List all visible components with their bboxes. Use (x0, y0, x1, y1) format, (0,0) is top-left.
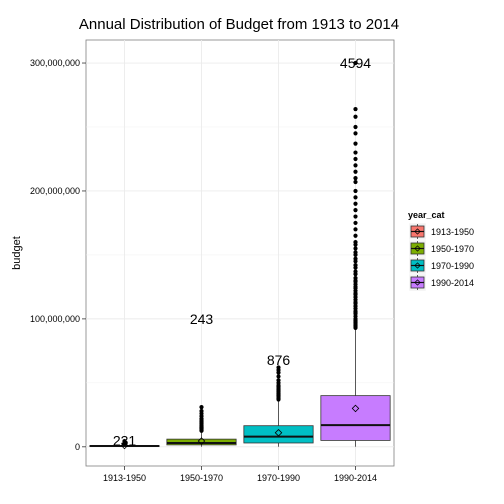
mean-marker (120, 441, 129, 450)
outlier-point (353, 246, 358, 251)
outlier-point (353, 156, 358, 162)
outlier-point (353, 201, 358, 206)
outlier-point (353, 106, 358, 112)
outlier-point (353, 141, 358, 146)
outlier-point (353, 263, 358, 268)
y-tick-label: 300,000,000 (30, 58, 80, 68)
outlier-point (353, 227, 358, 232)
x-tick-label: 1970-1990 (257, 473, 300, 483)
legend-entry-1913-1950: 1913-1950 (408, 222, 474, 241)
y-axis: 0 100,000,000 200,000,000 300,000,000 (30, 58, 86, 452)
outlier-point (353, 208, 358, 213)
outlier-point (353, 269, 358, 274)
outlier-point (353, 150, 358, 155)
outlier-point (353, 176, 358, 181)
outlier-point (276, 378, 281, 383)
outlier-point (353, 195, 358, 200)
count-label: 243 (190, 311, 214, 327)
legend-entry-1950-1970: 1950-1970 (408, 239, 474, 258)
outlier-point (353, 114, 358, 119)
chart-title: Annual Distribution of Budget from 1913 … (79, 16, 399, 33)
count-label: 4594 (340, 55, 371, 71)
outlier-point (353, 240, 358, 245)
outlier-point (353, 275, 358, 281)
legend-entry-1970-1990: 1970-1990 (408, 256, 474, 275)
legend-label: 1970-1990 (431, 261, 474, 271)
legend: year_cat 1913-1950 1950-1970 1970-1990 1990… (408, 210, 474, 292)
box-group-1950-1970: 243 (166, 311, 237, 447)
outlier-point (353, 169, 358, 174)
count-label: 876 (267, 352, 291, 368)
outlier-point (353, 163, 358, 168)
mean-marker (351, 404, 360, 413)
legend-key-mean (414, 262, 421, 269)
legend-label: 1913-1950 (431, 227, 474, 237)
x-tick-label: 1990-2014 (334, 473, 377, 483)
y-tick-label: 0 (75, 442, 80, 452)
x-axis: 1913-1950 1950-1970 1970-1990 1990-2014 (103, 466, 377, 483)
outlier-point (122, 438, 127, 444)
legend-label: 1950-1970 (431, 244, 474, 254)
x-tick-label: 1950-1970 (180, 473, 223, 483)
outlier-point (276, 374, 281, 379)
x-tick-label: 1913-1950 (103, 473, 146, 483)
outlier-point (199, 405, 204, 410)
box-group-1970-1990: 876 (243, 352, 314, 447)
legend-label: 1990-2014 (431, 278, 474, 288)
plot-panel (85, 39, 395, 467)
outlier-point (199, 408, 204, 414)
y-tick-label: 100,000,000 (30, 314, 80, 324)
legend-entry-1990-2014: 1990-2014 (408, 273, 474, 292)
outlier-point (276, 365, 281, 370)
box-body (320, 395, 391, 441)
legend-key-mean (414, 228, 421, 235)
box-series: 231 243 876 4594 (89, 55, 391, 450)
outlier-point (353, 250, 358, 255)
legend-key-mean (414, 245, 421, 252)
box-group-1913-1950: 231 (89, 432, 160, 450)
legend-title: year_cat (408, 210, 445, 220)
count-label: 231 (113, 432, 137, 448)
outlier-point (353, 60, 358, 66)
outlier-point (353, 188, 358, 194)
grid-lines (86, 40, 394, 466)
mean-marker (197, 437, 206, 445)
outlier-point (353, 214, 358, 219)
outlier-point (353, 220, 358, 226)
box-group-1990-2014: 4594 (320, 55, 391, 447)
outlier-point (353, 124, 358, 130)
legend-key-mean (414, 279, 421, 286)
y-axis-label: budget (11, 236, 23, 270)
outlier-point (353, 131, 358, 136)
outlier-point (353, 256, 358, 261)
outlier-point (353, 179, 358, 185)
box-body (243, 425, 314, 444)
mean-marker (274, 428, 283, 437)
outlier-point (353, 233, 358, 238)
y-tick-label: 200,000,000 (30, 186, 80, 196)
